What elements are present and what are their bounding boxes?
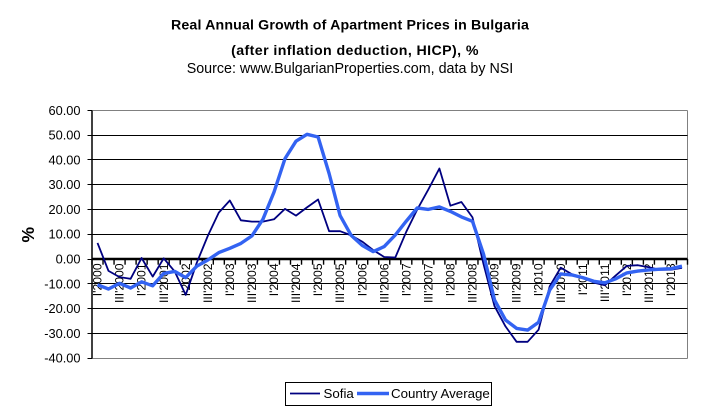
svg-text:40.00: 40.00: [48, 152, 80, 167]
svg-text:III'2005: III'2005: [333, 263, 347, 303]
svg-text:-30.00: -30.00: [44, 326, 80, 341]
svg-text:-40.00: -40.00: [44, 351, 80, 366]
svg-text:Sofia: Sofia: [324, 386, 355, 401]
svg-text:I'2010: I'2010: [532, 263, 546, 296]
svg-text:Country Average: Country Average: [391, 386, 490, 401]
svg-text:I'2000: I'2000: [91, 263, 105, 296]
svg-text:III'2002: III'2002: [201, 263, 215, 303]
svg-text:%: %: [18, 227, 38, 243]
svg-text:-10.00: -10.00: [44, 276, 80, 291]
svg-text:60.00: 60.00: [48, 103, 80, 118]
svg-text:0.00: 0.00: [56, 252, 81, 267]
svg-text:I'2008: I'2008: [444, 263, 458, 296]
svg-text:20.00: 20.00: [48, 202, 80, 217]
svg-text:III'2007: III'2007: [421, 263, 435, 303]
svg-text:I'2012: I'2012: [620, 263, 634, 296]
svg-text:I'2007: I'2007: [399, 263, 413, 296]
svg-text:50.00: 50.00: [48, 128, 80, 143]
svg-text:10.00: 10.00: [48, 227, 80, 242]
svg-text:Source: www.BulgarianPropertie: Source: www.BulgarianProperties.com, dat…: [187, 61, 514, 77]
svg-text:I'2006: I'2006: [355, 263, 369, 296]
svg-text:I'2013: I'2013: [664, 263, 678, 296]
svg-text:I'2005: I'2005: [311, 263, 325, 296]
svg-text:I'2004: I'2004: [267, 263, 281, 296]
svg-text:I'2003: I'2003: [223, 263, 237, 296]
svg-text:III'2001: III'2001: [157, 263, 171, 303]
svg-text:30.00: 30.00: [48, 177, 80, 192]
svg-text:III'2003: III'2003: [245, 263, 259, 303]
svg-text:(after inflation deduction, HI: (after inflation deduction, HICP), %: [231, 43, 479, 59]
svg-text:I'2001: I'2001: [135, 263, 149, 296]
svg-text:III'2009: III'2009: [510, 263, 524, 303]
svg-text:-20.00: -20.00: [44, 301, 80, 316]
svg-text:Real Annual Growth of Apartmen: Real Annual Growth of Apartment Prices i…: [171, 18, 529, 34]
svg-text:III'2004: III'2004: [289, 263, 303, 303]
svg-text:III'2006: III'2006: [377, 263, 391, 303]
svg-text:III'2012: III'2012: [642, 263, 656, 303]
svg-text:III'2008: III'2008: [466, 263, 480, 303]
